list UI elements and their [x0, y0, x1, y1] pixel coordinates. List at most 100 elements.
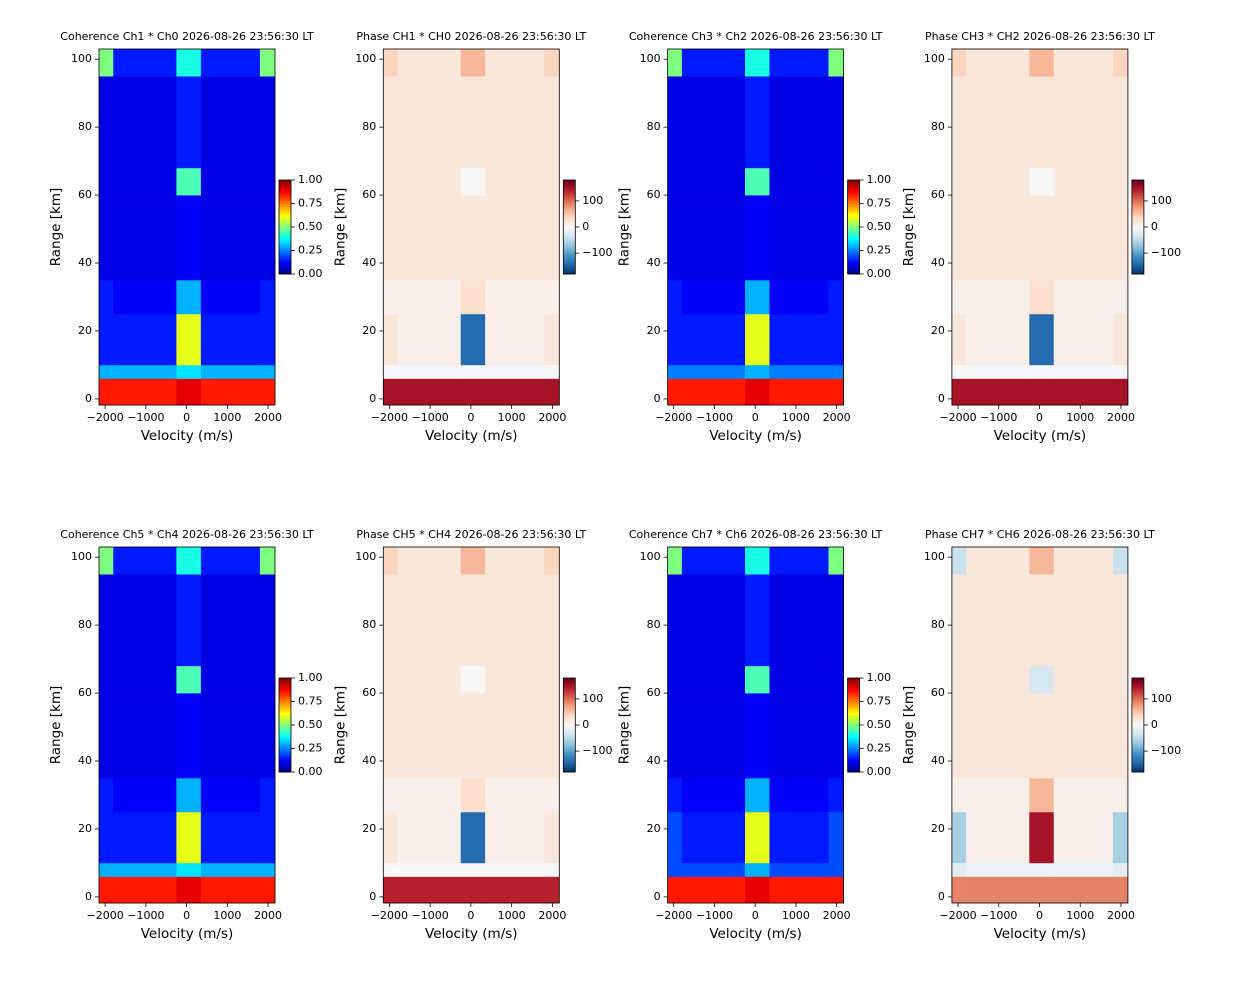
heatmap-cell: [1112, 547, 1129, 575]
y-axis-label: Range [km]: [901, 686, 917, 765]
colorbar-segment: [1131, 264, 1144, 267]
colorbar-segment: [279, 198, 291, 201]
heatmap-cell: [828, 693, 844, 779]
colorbar-segment: [279, 220, 291, 223]
heatmap-cell: [769, 876, 829, 904]
colorbar-tick-label: 0.75: [298, 695, 323, 708]
colorbar-segment: [1131, 712, 1144, 715]
heatmap-cell: [681, 574, 746, 667]
x-tick-label: 2000: [254, 909, 282, 922]
heatmap-cell: [966, 378, 1030, 406]
colorbar-tick-label: 100: [582, 692, 603, 705]
colorbar-segment: [847, 214, 860, 217]
colorbar-segment: [847, 187, 860, 190]
colorbar-segment: [279, 247, 291, 250]
colorbar-segment: [279, 721, 291, 724]
heatmap-cell: [176, 811, 202, 864]
colorbar-segment: [1131, 267, 1144, 270]
colorbar-segment: [279, 743, 291, 746]
colorbar-segment: [847, 709, 860, 712]
y-tick-label: 40: [362, 256, 376, 269]
colorbar-segment: [847, 690, 860, 693]
colorbar-segment: [279, 212, 291, 215]
colorbar-segment: [563, 770, 576, 773]
heatmap-cell: [769, 279, 829, 315]
colorbar-segment: [279, 252, 291, 255]
colorbar-segment: [847, 739, 860, 742]
colorbar-segment: [847, 205, 860, 208]
heatmap-cell: [383, 313, 398, 366]
colorbar-segment: [563, 678, 576, 680]
heatmap-cell: [1112, 49, 1129, 77]
colorbar-segment: [847, 770, 860, 773]
colorbar-segment: [1131, 248, 1144, 251]
heatmap-cell: [745, 313, 770, 366]
heatmap-cell: [383, 378, 398, 406]
heatmap-cell: [1053, 574, 1114, 667]
y-axis-label: Range [km]: [617, 686, 633, 765]
heatmap-cell: [485, 811, 545, 864]
colorbar-segment: [847, 203, 860, 206]
colorbar-segment: [847, 186, 860, 189]
colorbar-segment: [279, 228, 291, 231]
colorbar-tick-label: 0.75: [867, 695, 892, 708]
heatmap-cell: [176, 313, 202, 366]
heatmap-cell: [200, 574, 261, 667]
colorbar-segment: [1131, 701, 1144, 704]
x-tick-label: −2000: [371, 909, 408, 922]
y-tick-label: 0: [654, 890, 661, 903]
colorbar-segment: [1131, 205, 1144, 208]
heatmap-cell: [1029, 195, 1055, 281]
colorbar-segment: [563, 205, 576, 208]
colorbar-tick-label: 0.50: [298, 220, 323, 233]
colorbar-segment: [279, 219, 291, 222]
colorbar-segment: [1131, 717, 1144, 720]
y-tick-label: 60: [931, 686, 945, 699]
plot-frame: [951, 48, 1129, 406]
heatmap-cell: [176, 364, 202, 379]
heatmap-cell: [681, 811, 746, 864]
colorbar-segment: [563, 244, 576, 247]
heatmap-cell: [667, 76, 683, 169]
y-tick-label: 0: [938, 392, 945, 405]
colorbar-segment: [563, 748, 576, 751]
colorbar-segment: [563, 227, 576, 229]
x-axis-label: Velocity (m/s): [994, 428, 1087, 444]
heatmap-cell: [745, 811, 770, 864]
colorbar-segment: [1131, 269, 1144, 272]
colorbar-segment: [1131, 735, 1144, 738]
heatmap-cell: [460, 693, 486, 779]
colorbar-segment: [847, 239, 860, 242]
colorbar-segment: [563, 233, 576, 236]
x-tick-label: 1000: [1066, 411, 1094, 424]
heatmap-cell: [397, 693, 462, 779]
colorbar-segment: [279, 206, 291, 209]
heatmap-cell: [397, 313, 462, 366]
colorbar-segment: [279, 761, 291, 763]
heatmap-cell: [1112, 862, 1129, 877]
colorbar-segment: [279, 746, 291, 749]
heatmap-cell: [460, 574, 486, 667]
colorbar-segment: [279, 183, 291, 186]
y-tick-label: 60: [78, 686, 92, 699]
colorbar-segment: [847, 740, 860, 743]
plot-title: Phase CH7 * CH6 2026-08-26 23:56:30 LT: [925, 528, 1155, 541]
colorbar-segment: [279, 754, 291, 757]
heatmap-cell: [460, 313, 486, 366]
colorbar-tick-label: 0: [1151, 718, 1158, 731]
y-axis-label: Range [km]: [332, 188, 348, 267]
colorbar-segment: [279, 737, 291, 740]
heatmap-cell: [259, 167, 276, 196]
heatmap-cell: [99, 777, 114, 813]
y-tick-label: 80: [931, 618, 945, 631]
heatmap-cell: [544, 777, 560, 813]
colorbar-segment: [847, 742, 860, 745]
colorbar-tick-label: 1.00: [298, 173, 323, 186]
y-tick-label: 20: [78, 822, 92, 835]
colorbar-segment: [563, 721, 576, 724]
heatmap-cell: [544, 279, 560, 315]
colorbar-segment: [1131, 715, 1144, 718]
colorbar-segment: [847, 731, 860, 734]
colorbar-segment: [1131, 704, 1144, 707]
colorbar-segment: [847, 765, 860, 768]
